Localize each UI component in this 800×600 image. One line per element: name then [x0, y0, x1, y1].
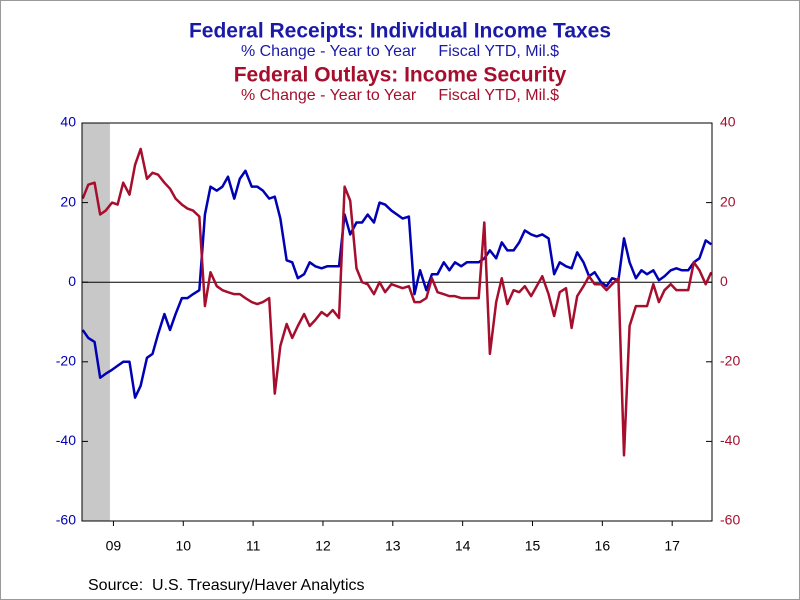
x-tick-label: 14: [455, 538, 471, 554]
series-line: [81, 147, 713, 457]
y-tick-label: -20: [56, 353, 76, 369]
x-tick-label: 10: [175, 538, 191, 554]
chart-subtitle: % Change - Year to Year Fiscal YTD, Mil.…: [241, 43, 559, 60]
chart-title: Federal Receipts: Individual Income Taxe…: [189, 20, 611, 43]
y2-tick-label: 40: [720, 114, 736, 130]
x-tick-label: 09: [106, 538, 122, 554]
y2-tick-label: 20: [720, 193, 736, 209]
source-note: Source: U.S. Treasury/Haver Analytics: [88, 577, 365, 594]
x-tick-label: 17: [664, 538, 680, 554]
x-tick-label: 12: [315, 538, 331, 554]
y2-tick-label: -60: [720, 512, 740, 528]
y-tick-label: 0: [68, 273, 76, 289]
y2-tick-label: -40: [720, 432, 740, 448]
y-tick-label: 20: [60, 193, 76, 209]
y2-tick-label: 0: [720, 273, 728, 289]
x-tick-label: 13: [385, 538, 401, 554]
series-line: [81, 169, 713, 399]
x-tick-label: 16: [595, 538, 611, 554]
recession-shade: [82, 123, 110, 521]
y2-tick-label: -20: [720, 353, 740, 369]
y-tick-label: -60: [56, 512, 76, 528]
x-tick-label: 15: [525, 538, 541, 554]
y-tick-label: -40: [56, 432, 76, 448]
y-tick-label: 40: [60, 114, 76, 130]
chart-title-2: Federal Outlays: Income Security: [234, 64, 567, 87]
chart-subtitle-2: % Change - Year to Year Fiscal YTD, Mil.…: [241, 87, 559, 104]
x-tick-label: 11: [246, 538, 261, 554]
plot-frame: [81, 122, 713, 522]
